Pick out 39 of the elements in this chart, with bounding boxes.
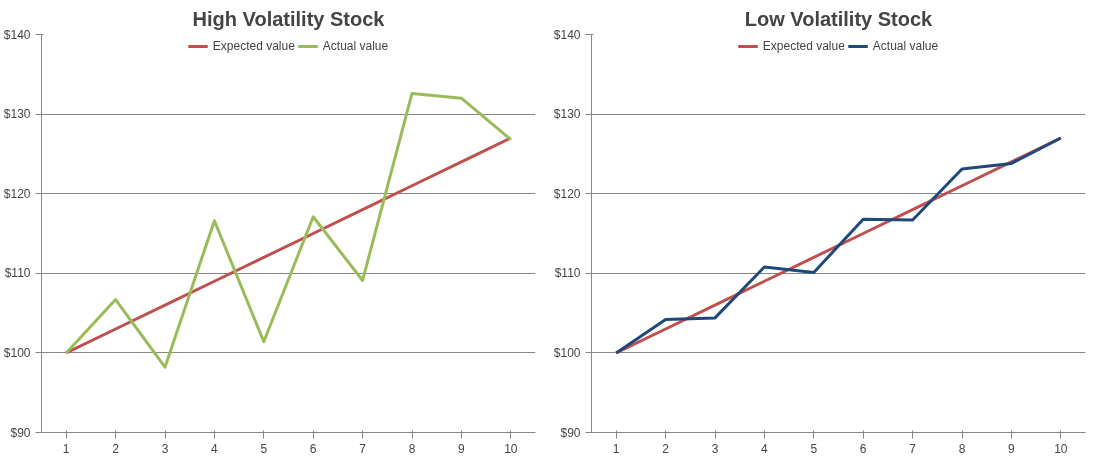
x-tick-label: 8 — [408, 441, 416, 456]
x-tick-label: 9 — [1008, 441, 1016, 456]
y-tick-label: $120 — [3, 186, 31, 201]
x-tick-label: 9 — [458, 441, 466, 456]
legend-label: Actual value — [322, 39, 389, 53]
legend-label: Actual value — [872, 39, 939, 53]
x-tick-label: 2 — [112, 441, 120, 456]
y-tick-label: $130 — [3, 107, 31, 122]
chart-title: Low Volatility Stock — [744, 7, 934, 30]
x-tick-label: 2 — [662, 441, 670, 456]
x-tick-label: 3 — [711, 441, 719, 456]
chart-title: High Volatility Stock — [192, 7, 386, 30]
y-tick-label: $100 — [3, 345, 31, 360]
y-tick-label: $130 — [553, 107, 581, 122]
x-tick-label: 5 — [260, 441, 268, 456]
x-tick-label: 4 — [761, 441, 769, 456]
x-tick-label: 10 — [1054, 441, 1068, 456]
x-tick-label: 6 — [309, 441, 317, 456]
y-tick-label: $110 — [554, 266, 581, 281]
x-tick-label: 6 — [859, 441, 867, 456]
x-tick-label: 5 — [810, 441, 818, 456]
x-tick-label: 8 — [958, 441, 966, 456]
y-tick-label: $90 — [560, 425, 581, 440]
x-tick-label: 1 — [62, 441, 70, 456]
x-tick-label: 1 — [612, 441, 620, 456]
x-tick-label: 4 — [211, 441, 219, 456]
line-series — [64, 91, 513, 369]
y-tick-label: $140 — [553, 27, 581, 42]
y-tick-label: $120 — [553, 186, 581, 201]
x-tick-label: 7 — [909, 441, 917, 456]
x-tick-label: 10 — [504, 441, 518, 456]
legend-label: Expected value — [762, 39, 845, 53]
y-tick-label: $90 — [10, 425, 31, 440]
legend-label: Expected value — [212, 39, 295, 53]
y-tick-label: $100 — [553, 345, 581, 360]
y-tick-label: $140 — [3, 27, 31, 42]
x-tick-label: 3 — [161, 441, 169, 456]
x-tick-label: 7 — [359, 441, 367, 456]
y-tick-label: $110 — [4, 266, 31, 281]
